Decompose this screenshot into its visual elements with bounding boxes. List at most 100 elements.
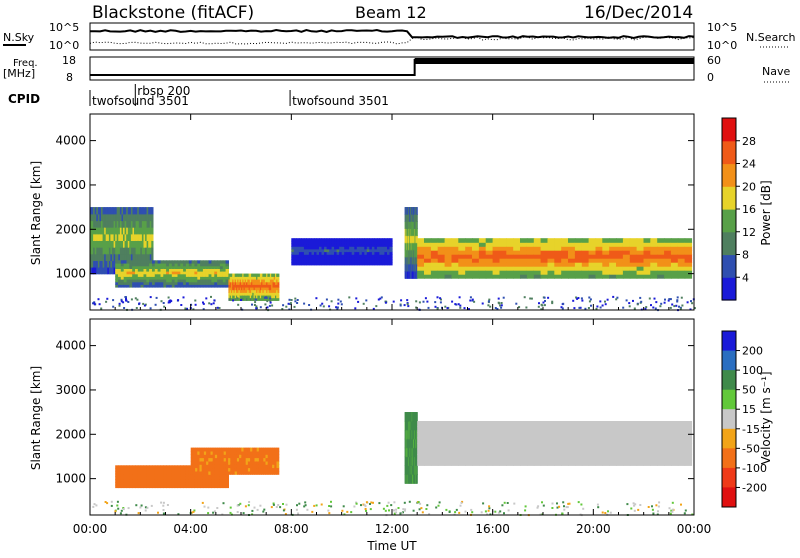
power-cell — [134, 253, 137, 261]
velocity-cell — [588, 448, 597, 455]
power-cell — [256, 289, 258, 293]
velocity-cell — [574, 448, 583, 455]
colorbar-segment — [722, 118, 736, 142]
velocity-cell — [492, 432, 501, 439]
power-cell — [236, 292, 238, 296]
power-cell — [143, 304, 146, 307]
power-cell — [112, 305, 115, 308]
power-cell — [211, 284, 215, 288]
velocity-cell — [239, 470, 242, 475]
power-cell — [185, 271, 190, 275]
velocity-cell — [234, 460, 238, 465]
power-cell — [379, 259, 383, 263]
power-cell — [622, 258, 631, 263]
power-cell — [622, 306, 625, 309]
power-cell — [303, 262, 307, 266]
power-cell — [384, 301, 387, 304]
velocity-cell — [465, 448, 473, 455]
power-cell — [113, 267, 116, 275]
power-cell — [171, 265, 176, 269]
velocity-cell — [313, 504, 316, 507]
velocity-cell — [417, 437, 425, 444]
power-cell — [301, 251, 305, 255]
power-cell — [263, 289, 266, 293]
power-cell — [192, 308, 195, 311]
velocity-cell — [417, 426, 425, 433]
power-cell — [303, 256, 307, 261]
power-cell — [273, 289, 276, 293]
power-cell — [202, 302, 205, 305]
power-cell — [244, 281, 247, 285]
power-cell — [670, 262, 679, 267]
velocity-cell — [489, 513, 492, 516]
power-cell — [108, 247, 112, 255]
power-cell — [311, 259, 315, 263]
power-cell — [120, 300, 123, 303]
power-cell — [118, 271, 122, 275]
power-cell — [354, 246, 358, 250]
power-cell — [229, 284, 232, 288]
velocity-cell — [595, 448, 603, 455]
velocity-cell — [274, 464, 278, 469]
power-cell — [520, 238, 528, 243]
power-cell — [609, 270, 617, 275]
power-cell — [471, 298, 474, 301]
power-cell — [94, 213, 97, 222]
power-cell — [252, 281, 255, 285]
power-cell — [140, 268, 144, 272]
velocity-cell — [222, 502, 225, 505]
power-cell — [273, 284, 276, 288]
power-cell — [232, 273, 235, 277]
power-cell — [99, 233, 102, 241]
velocity-cell — [137, 470, 142, 475]
power-cell — [324, 251, 328, 255]
velocity-cell — [200, 479, 204, 483]
power-cell — [579, 306, 582, 309]
power-cell — [256, 273, 258, 277]
power-cell — [667, 299, 670, 302]
power-cell — [140, 263, 144, 267]
power-cell — [113, 207, 116, 215]
power-cell — [354, 254, 358, 258]
velocity-cell — [194, 479, 198, 483]
power-cell — [244, 297, 247, 301]
velocity-data — [92, 412, 694, 517]
power-cell — [588, 238, 597, 243]
date-label: 16/Dec/2014 — [584, 3, 693, 23]
velocity-cell — [263, 454, 267, 459]
velocity-cell — [256, 460, 260, 465]
power-cell — [96, 260, 99, 268]
power-cell — [380, 296, 383, 299]
power-cell — [108, 220, 112, 228]
power-cell — [259, 284, 262, 288]
power-cell — [275, 273, 277, 277]
velocity-cell — [657, 454, 665, 461]
power-cell — [526, 266, 535, 271]
power-cell — [389, 246, 393, 250]
power-cell — [222, 263, 227, 267]
velocity-cell — [658, 501, 661, 504]
power-cell — [650, 242, 658, 247]
power-cell — [422, 300, 425, 303]
power-cell — [628, 302, 631, 305]
power-cell — [291, 256, 295, 261]
power-cell — [268, 281, 271, 285]
velocity-cell — [166, 484, 170, 489]
power-cell — [643, 258, 651, 263]
power-cell — [149, 265, 153, 269]
power-cell — [142, 302, 145, 305]
power-cell — [324, 246, 328, 250]
velocity-cell — [201, 501, 204, 504]
power-cell — [180, 271, 184, 275]
velocity-cell — [547, 421, 555, 428]
velocity-cell — [616, 454, 624, 461]
power-cell — [134, 207, 137, 215]
power-cell — [321, 251, 325, 255]
velocity-cell — [203, 454, 207, 459]
power-cell — [132, 263, 136, 267]
power-cell — [451, 242, 459, 247]
power-cell — [135, 268, 139, 272]
power-cell — [355, 297, 358, 300]
power-cell — [162, 302, 165, 304]
